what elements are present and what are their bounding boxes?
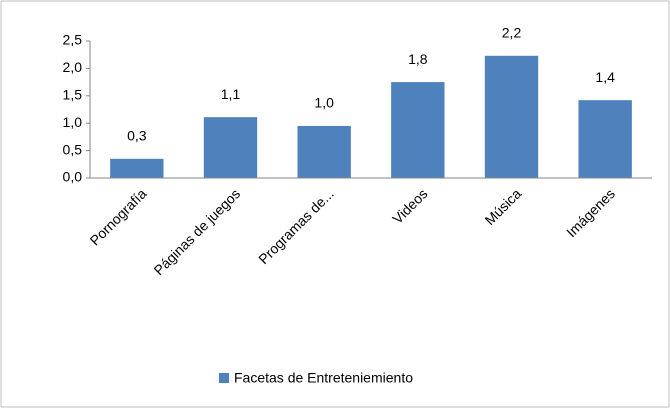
y-tick-label: 2,5 <box>63 32 83 48</box>
data-label: 1,0 <box>314 95 334 111</box>
legend-swatch <box>219 373 229 383</box>
bar <box>484 55 539 178</box>
bar <box>578 100 632 178</box>
data-label: 1,4 <box>595 69 615 85</box>
bar <box>391 82 445 178</box>
data-label: 1,8 <box>408 51 428 67</box>
y-tick-label: 1,5 <box>63 87 83 103</box>
y-tick-label: 1,0 <box>63 114 83 130</box>
bar <box>203 117 258 178</box>
data-label: 0,3 <box>127 128 147 144</box>
bar <box>110 158 164 178</box>
data-label: 2,2 <box>502 24 522 40</box>
bar <box>297 125 351 178</box>
y-tick-label: 2,0 <box>63 59 83 75</box>
data-label: 1,1 <box>221 86 241 102</box>
y-tick-label: 0,0 <box>63 169 83 185</box>
legend-label: Facetas de Entreteniemiento <box>234 370 413 386</box>
y-tick-label: 0,5 <box>63 141 83 157</box>
